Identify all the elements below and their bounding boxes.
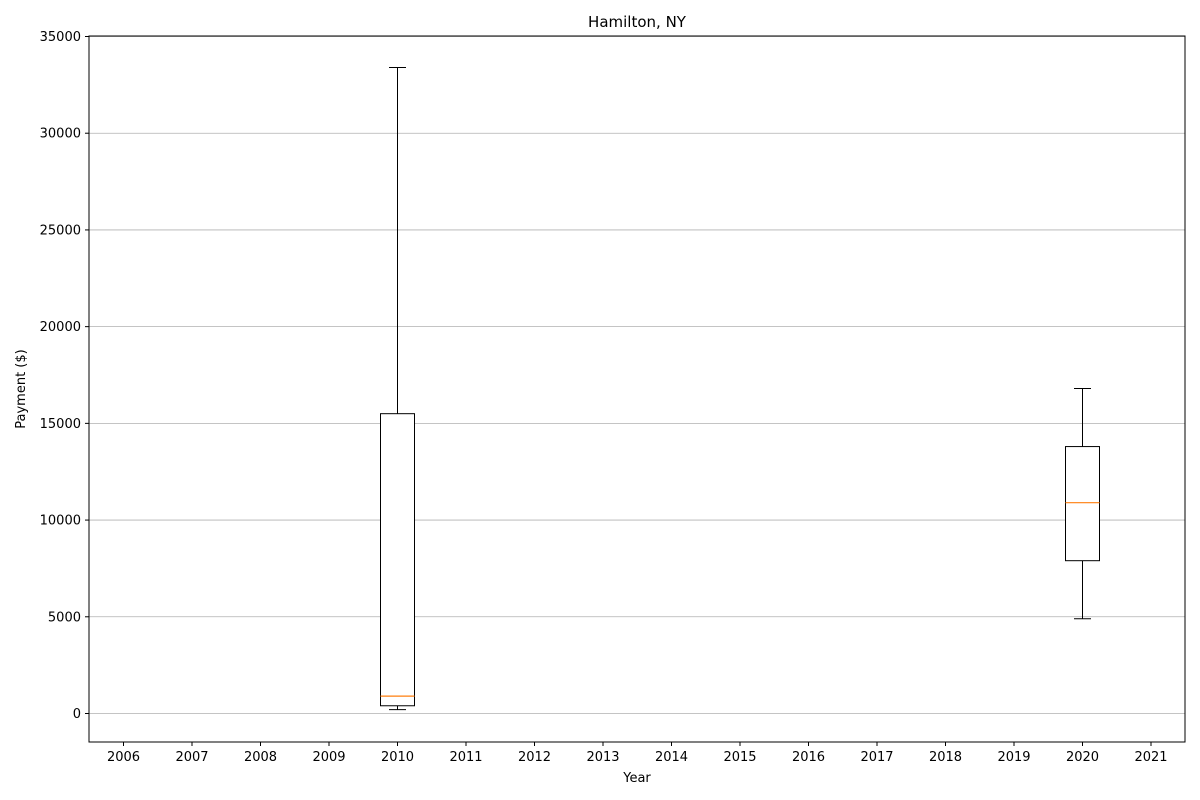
plot-area-frame: [88, 35, 1186, 743]
box-iqr: [1065, 446, 1100, 562]
x-tick-label: 2017: [860, 750, 893, 765]
y-axis-label: Payment ($): [14, 349, 29, 428]
x-tick-label: 2009: [312, 750, 345, 765]
y-tick-label: 35000: [40, 30, 81, 45]
x-axis-ticks: 2006 2007 2008 2009 2010 2011 2012 2013 2014 2015…: [107, 742, 1168, 765]
y-tick-label: 10000: [40, 514, 81, 529]
y-tick-label: 0: [73, 707, 81, 722]
y-tick-label: 25000: [40, 223, 81, 238]
x-tick-label: 2016: [792, 750, 825, 765]
y-axis-ticks: 0 5000 10000 15000 20000 25000 30000 35000: [40, 30, 89, 722]
x-tick-label: 2010: [381, 750, 414, 765]
x-tick-label: 2006: [107, 750, 140, 765]
x-tick-label: 2021: [1134, 750, 1167, 765]
y-tick-label: 15000: [40, 417, 81, 432]
box-2020: [1065, 388, 1100, 620]
gridlines: [89, 36, 1185, 714]
y-tick-label: 30000: [40, 127, 81, 142]
x-tick-label: 2015: [723, 750, 756, 765]
y-tick-label: 20000: [40, 320, 81, 335]
y-tick-label: 5000: [48, 610, 81, 625]
x-tick-label: 2018: [929, 750, 962, 765]
x-tick-label: 2013: [586, 750, 619, 765]
x-tick-label: 2007: [175, 750, 208, 765]
box-iqr: [380, 413, 415, 707]
x-tick-label: 2008: [244, 750, 277, 765]
box-2010: [380, 66, 415, 711]
boxes: [380, 66, 1100, 711]
x-tick-label: 2012: [518, 750, 551, 765]
x-tick-label: 2014: [655, 750, 688, 765]
x-axis-label: Year: [622, 771, 651, 786]
chart-title: Hamilton, NY: [588, 13, 687, 31]
x-tick-label: 2019: [997, 750, 1030, 765]
x-tick-label: 2011: [449, 750, 482, 765]
x-tick-label: 2020: [1066, 750, 1099, 765]
